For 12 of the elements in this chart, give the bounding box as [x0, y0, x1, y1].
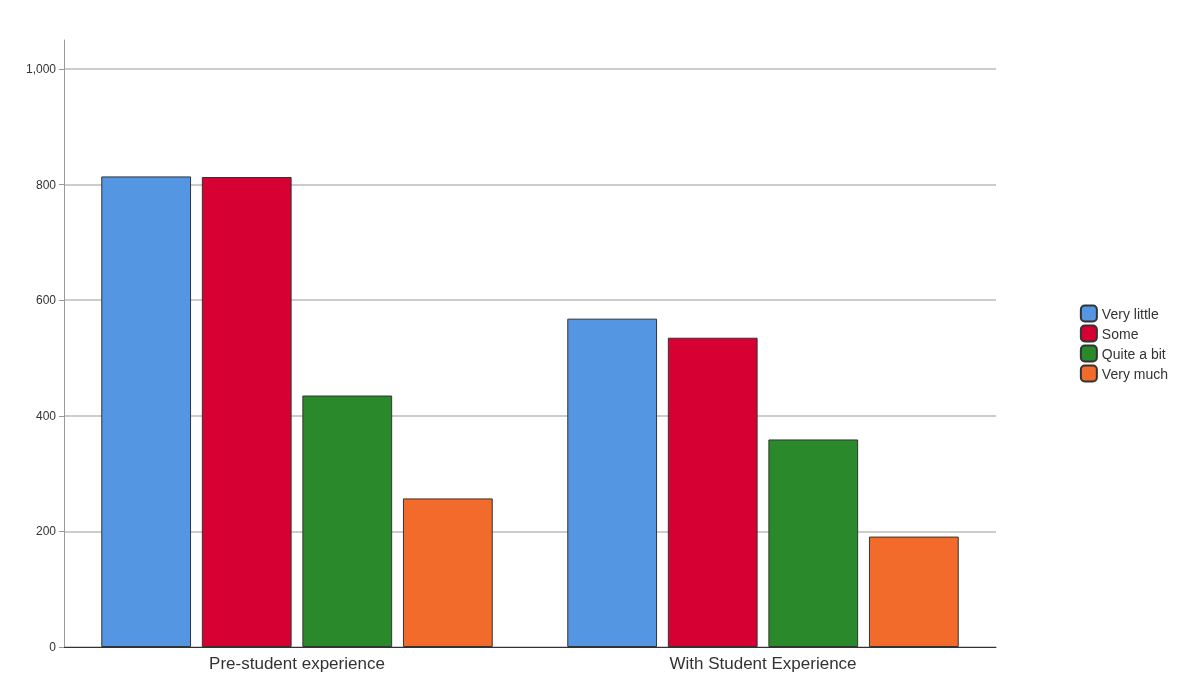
y-tick-label: 800 — [35, 177, 57, 192]
y-tick-label: 600 — [35, 293, 57, 308]
y-tick-label: 400 — [35, 408, 57, 423]
legend-label: Some — [1101, 325, 1139, 342]
y-tick-label: 0 — [49, 640, 57, 654]
legend-label: Very much — [1101, 365, 1168, 382]
y-tick-label: 1,000 — [25, 61, 57, 76]
y-tick-label: 200 — [35, 524, 57, 539]
x-tick-label: With Student Experience — [669, 654, 857, 673]
legend-label: Quite a bit — [1101, 345, 1166, 362]
legend-label: Very little — [1101, 305, 1159, 322]
x-tick-label: Pre-student experience — [209, 654, 385, 673]
